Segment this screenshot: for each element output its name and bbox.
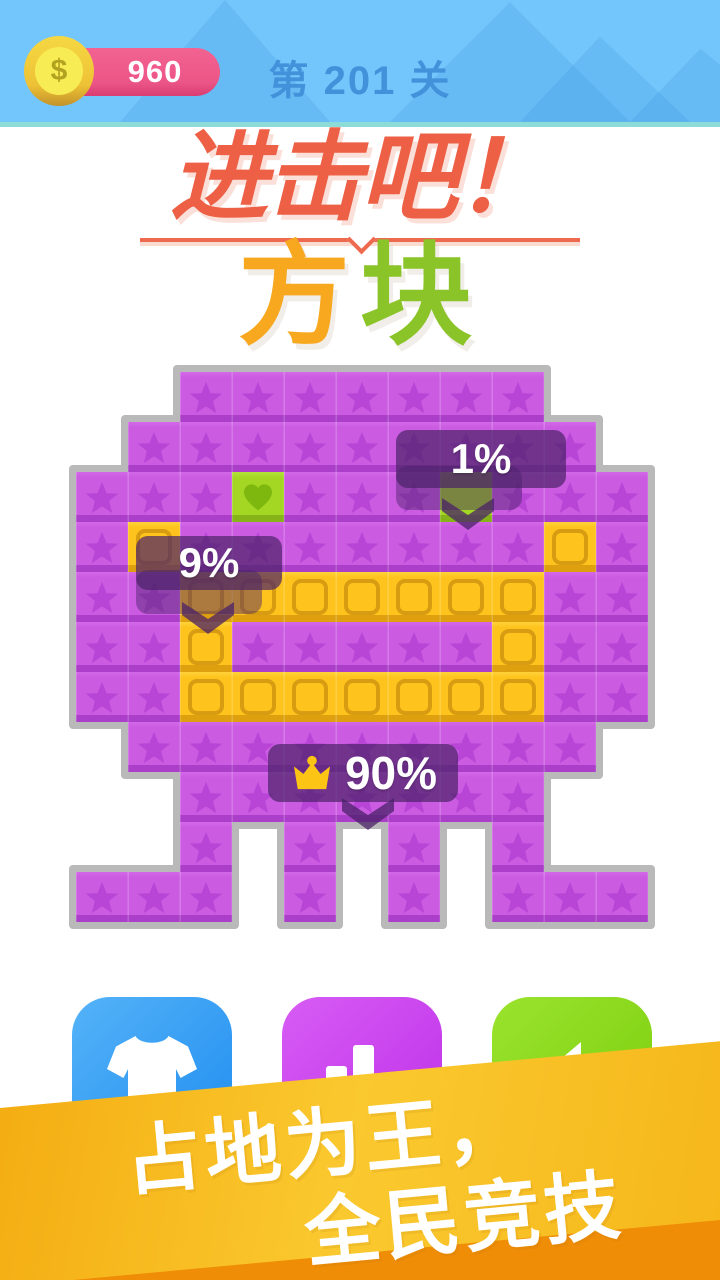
tile-star[interactable] bbox=[128, 472, 180, 522]
game-title-line1: 进击吧！ bbox=[169, 122, 553, 232]
tile-square[interactable] bbox=[180, 672, 232, 722]
tile-star[interactable] bbox=[180, 472, 232, 522]
tile-star[interactable] bbox=[596, 572, 648, 622]
header-divider bbox=[0, 122, 720, 127]
coin-count: 960 bbox=[127, 54, 183, 89]
tile-star[interactable] bbox=[336, 522, 388, 572]
tile-star[interactable] bbox=[128, 872, 180, 922]
tile-star[interactable] bbox=[544, 472, 596, 522]
tile-star[interactable] bbox=[544, 672, 596, 722]
tile-square[interactable] bbox=[284, 572, 336, 622]
tile-star[interactable] bbox=[76, 572, 128, 622]
progress-badge-label: 9% bbox=[178, 539, 240, 586]
tile-star[interactable] bbox=[596, 522, 648, 572]
tile-star[interactable] bbox=[284, 822, 336, 872]
tile-star[interactable] bbox=[388, 872, 440, 922]
tile-star[interactable] bbox=[440, 522, 492, 572]
tile-star[interactable] bbox=[180, 772, 232, 822]
tile-heart[interactable] bbox=[232, 472, 284, 522]
tile-square[interactable] bbox=[388, 672, 440, 722]
tile-square[interactable] bbox=[492, 622, 544, 672]
progress-badge: 1% bbox=[396, 430, 566, 488]
tile-star[interactable] bbox=[544, 572, 596, 622]
tile-star[interactable] bbox=[596, 622, 648, 672]
progress-badge: 9% bbox=[136, 536, 282, 590]
tile-star[interactable] bbox=[492, 722, 544, 772]
tile-star[interactable] bbox=[180, 872, 232, 922]
tile-star[interactable] bbox=[492, 522, 544, 572]
tile-star[interactable] bbox=[232, 372, 284, 422]
coin-counter[interactable]: 960 $ bbox=[24, 36, 220, 108]
tile-star[interactable] bbox=[232, 622, 284, 672]
tile-star[interactable] bbox=[284, 422, 336, 472]
tile-star[interactable] bbox=[596, 472, 648, 522]
tile-square[interactable] bbox=[544, 522, 596, 572]
tile-star[interactable] bbox=[284, 522, 336, 572]
tile-star[interactable] bbox=[284, 472, 336, 522]
tile-star[interactable] bbox=[596, 872, 648, 922]
tile-star[interactable] bbox=[76, 472, 128, 522]
tile-star[interactable] bbox=[544, 622, 596, 672]
tile-star[interactable] bbox=[440, 372, 492, 422]
header-bar: 第 201 关 960 $ bbox=[0, 0, 720, 122]
badge-pointer-icon bbox=[342, 798, 394, 835]
tile-star[interactable] bbox=[180, 372, 232, 422]
tile-star[interactable] bbox=[76, 522, 128, 572]
tile-star[interactable] bbox=[544, 872, 596, 922]
level-title: 第 201 关 bbox=[268, 59, 452, 103]
tile-star[interactable] bbox=[388, 522, 440, 572]
tile-star[interactable] bbox=[492, 822, 544, 872]
tile-star[interactable] bbox=[284, 872, 336, 922]
tile-star[interactable] bbox=[180, 822, 232, 872]
tile-star[interactable] bbox=[128, 672, 180, 722]
tile-star[interactable] bbox=[128, 622, 180, 672]
tile-star[interactable] bbox=[388, 372, 440, 422]
tile-star[interactable] bbox=[128, 722, 180, 772]
tile-star[interactable] bbox=[232, 422, 284, 472]
tile-star[interactable] bbox=[492, 772, 544, 822]
tile-square[interactable] bbox=[388, 572, 440, 622]
tile-star[interactable] bbox=[128, 422, 180, 472]
tile-star[interactable] bbox=[76, 672, 128, 722]
tile-square[interactable] bbox=[440, 672, 492, 722]
badge-pointer-icon bbox=[442, 498, 494, 535]
tile-square[interactable] bbox=[336, 672, 388, 722]
game-title-line2: 方块 bbox=[0, 240, 720, 352]
tile-star[interactable] bbox=[284, 622, 336, 672]
tile-star[interactable] bbox=[336, 372, 388, 422]
title-word-fang: 方 bbox=[238, 233, 360, 358]
tile-star[interactable] bbox=[492, 872, 544, 922]
tile-star[interactable] bbox=[596, 672, 648, 722]
tile-star[interactable] bbox=[388, 622, 440, 672]
coin-icon: $ bbox=[24, 36, 94, 106]
crown-icon bbox=[289, 754, 335, 792]
badge-pointer-icon bbox=[182, 602, 234, 639]
tile-star[interactable] bbox=[76, 872, 128, 922]
tile-square[interactable] bbox=[492, 572, 544, 622]
tile-star[interactable] bbox=[336, 422, 388, 472]
tile-star[interactable] bbox=[336, 472, 388, 522]
tile-square[interactable] bbox=[440, 572, 492, 622]
tile-star[interactable] bbox=[180, 722, 232, 772]
tile-square[interactable] bbox=[232, 672, 284, 722]
tile-star[interactable] bbox=[544, 722, 596, 772]
tile-star[interactable] bbox=[440, 622, 492, 672]
progress-badge: 90% bbox=[268, 744, 458, 802]
tile-star[interactable] bbox=[388, 822, 440, 872]
tile-square[interactable] bbox=[284, 672, 336, 722]
tile-star[interactable] bbox=[284, 372, 336, 422]
title-word-kuai: 块 bbox=[360, 233, 482, 358]
tile-star[interactable] bbox=[76, 622, 128, 672]
tile-star[interactable] bbox=[492, 372, 544, 422]
tile-star[interactable] bbox=[180, 422, 232, 472]
tile-square[interactable] bbox=[336, 572, 388, 622]
tile-star[interactable] bbox=[336, 622, 388, 672]
progress-badge-label: 1% bbox=[450, 435, 512, 482]
tile-square[interactable] bbox=[492, 672, 544, 722]
progress-badge-label: 90% bbox=[344, 747, 438, 799]
